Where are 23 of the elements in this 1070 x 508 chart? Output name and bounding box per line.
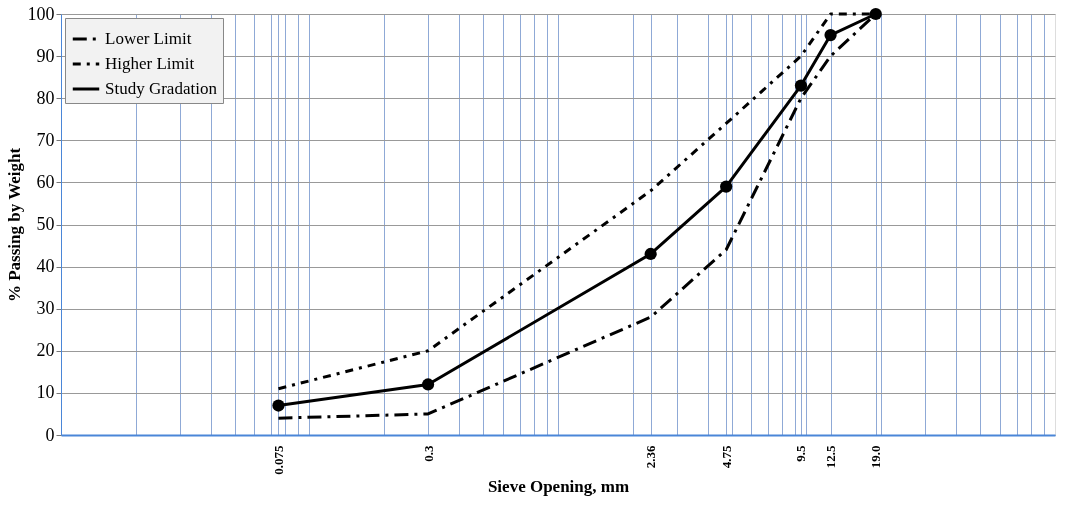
- x-tick-label: 9.5: [793, 445, 809, 462]
- legend-label: Study Gradation: [105, 79, 218, 98]
- x-tick-label: 0.3: [420, 445, 436, 462]
- y-tick-label: 20: [36, 340, 55, 361]
- x-tick-label: 0.075: [270, 445, 286, 475]
- y-tick-label: 0: [45, 424, 55, 445]
- x-tick-label: 19.0: [868, 445, 884, 469]
- y-tick-label: 90: [36, 45, 55, 66]
- y-tick-label: 70: [36, 129, 55, 150]
- legend-label: Higher Limit: [105, 54, 195, 73]
- x-tick-label: 4.75: [718, 445, 734, 469]
- x-tick-label: 12.5: [823, 445, 839, 469]
- y-tick-label: 40: [36, 256, 55, 277]
- y-tick-label: 30: [36, 298, 55, 319]
- y-tick-label: 80: [36, 87, 55, 108]
- y-axis-title: % Passing by Weight: [4, 147, 24, 303]
- y-tick-label: 10: [36, 382, 55, 403]
- legend-label: Lower Limit: [105, 29, 192, 48]
- y-tick-label: 50: [36, 214, 55, 234]
- x-axis-title: Sieve Opening, mm: [487, 476, 630, 496]
- y-tick-label: 60: [36, 171, 55, 192]
- x-tick-label: 2.36: [643, 445, 659, 469]
- y-tick-label: 100: [27, 3, 55, 24]
